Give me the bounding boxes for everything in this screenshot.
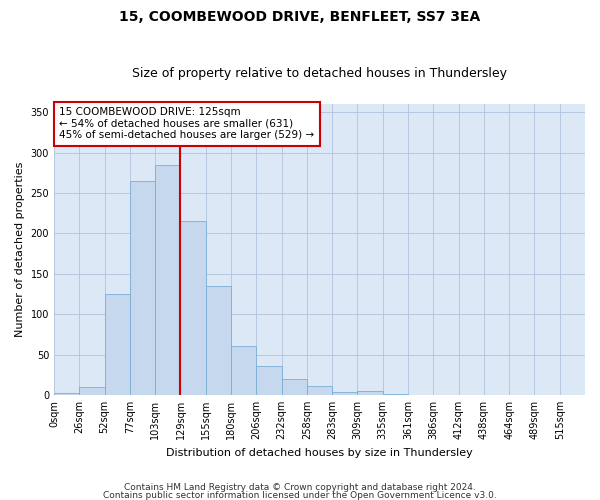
Bar	[307, 386, 332, 395]
Bar	[54, 394, 79, 395]
Text: 15, COOMBEWOOD DRIVE, BENFLEET, SS7 3EA: 15, COOMBEWOOD DRIVE, BENFLEET, SS7 3EA	[119, 10, 481, 24]
Bar	[155, 165, 181, 395]
Bar	[181, 222, 206, 395]
Bar	[206, 286, 231, 395]
Y-axis label: Number of detached properties: Number of detached properties	[15, 162, 25, 338]
Bar	[332, 392, 358, 395]
Title: Size of property relative to detached houses in Thundersley: Size of property relative to detached ho…	[132, 66, 507, 80]
Bar	[358, 391, 383, 395]
Bar	[281, 379, 307, 395]
Bar	[79, 387, 104, 395]
X-axis label: Distribution of detached houses by size in Thundersley: Distribution of detached houses by size …	[166, 448, 473, 458]
Bar	[383, 394, 408, 395]
Bar	[231, 346, 256, 395]
Text: Contains HM Land Registry data © Crown copyright and database right 2024.: Contains HM Land Registry data © Crown c…	[124, 484, 476, 492]
Text: 15 COOMBEWOOD DRIVE: 125sqm
← 54% of detached houses are smaller (631)
45% of se: 15 COOMBEWOOD DRIVE: 125sqm ← 54% of det…	[59, 107, 314, 140]
Bar	[104, 294, 130, 395]
Text: Contains public sector information licensed under the Open Government Licence v3: Contains public sector information licen…	[103, 490, 497, 500]
Bar	[256, 366, 281, 395]
Bar	[130, 181, 155, 395]
